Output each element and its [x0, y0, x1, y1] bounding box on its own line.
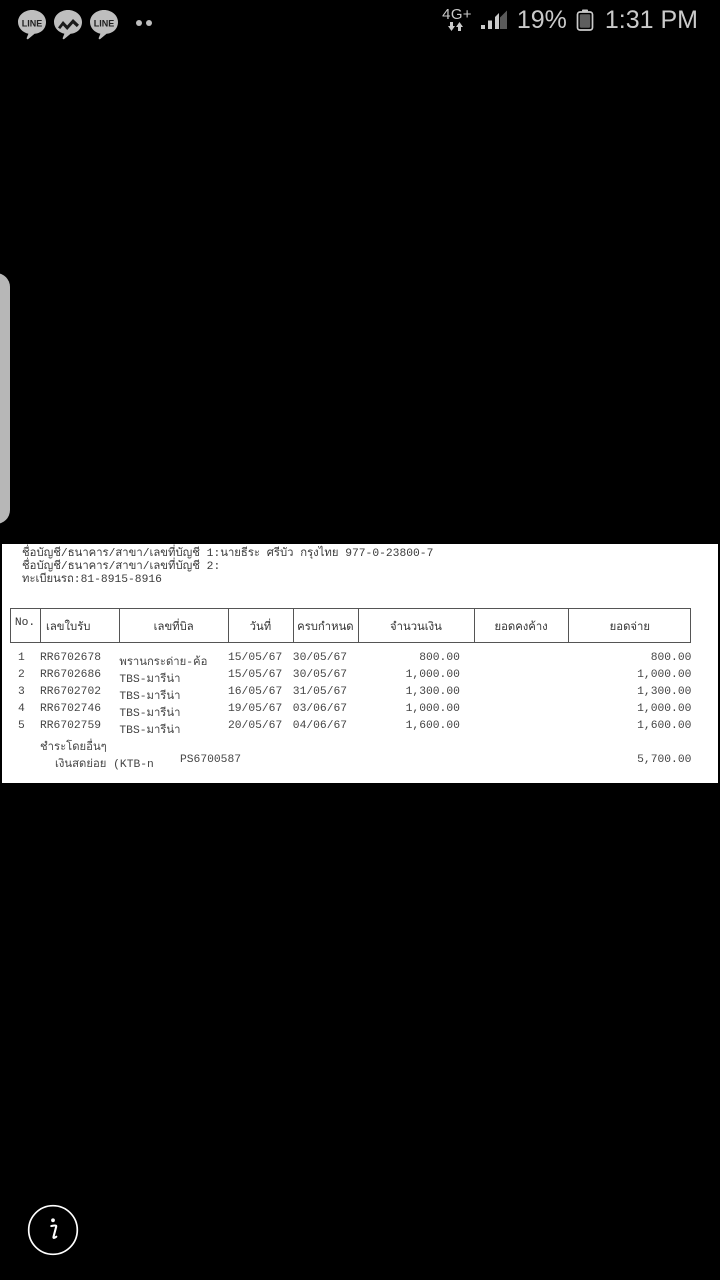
svg-text:LINE: LINE	[22, 18, 43, 28]
svg-text:LINE: LINE	[94, 18, 115, 28]
